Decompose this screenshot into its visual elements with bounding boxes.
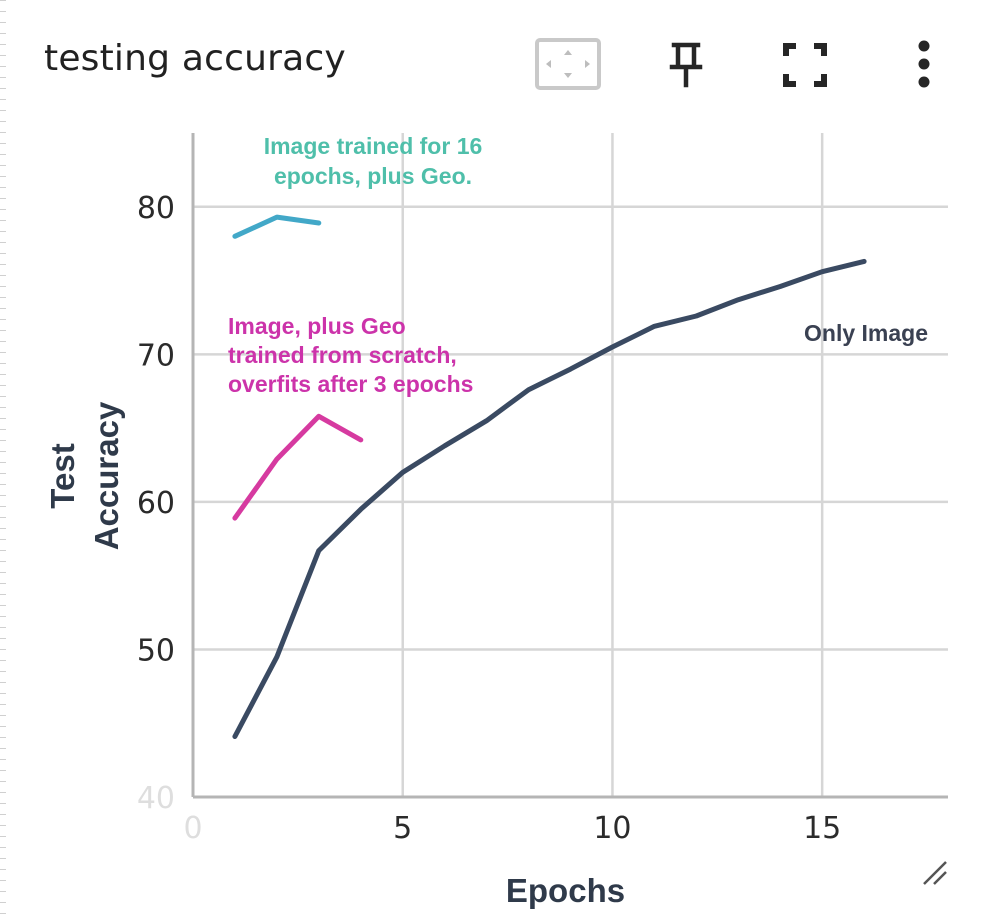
resize-handle[interactable] <box>920 858 950 888</box>
y-tick-label: 70 <box>137 338 175 373</box>
fullscreen-icon <box>783 43 827 87</box>
data-selection-button[interactable] <box>534 37 602 91</box>
annotation-text: Image trained for 16 <box>264 133 483 159</box>
series-line-2 <box>232 214 322 239</box>
page-edge-dots <box>0 0 6 924</box>
y-axis-label: Accuracy <box>88 401 125 550</box>
y-tick-label: 80 <box>137 191 175 226</box>
fullscreen-button[interactable] <box>780 40 830 90</box>
resize-icon <box>923 861 947 885</box>
annotation-text: Only Image <box>804 320 928 346</box>
y-axis-label: Test <box>44 443 81 508</box>
pin-button[interactable] <box>662 37 710 91</box>
series-line-0 <box>232 258 867 739</box>
x-tick-label: 5 <box>393 811 412 846</box>
x-tick-label: 0 <box>183 811 202 846</box>
y-tick-label: 60 <box>137 486 175 521</box>
x-tick-label: 15 <box>803 811 841 846</box>
more-vert-icon <box>918 40 930 88</box>
x-axis-label: Epochs <box>506 872 625 909</box>
annotation-text: Image, plus Geo <box>228 313 406 339</box>
x-tick-label: 10 <box>593 811 631 846</box>
y-tick-label: 40 <box>137 781 175 816</box>
annotation-text: epochs, plus Geo. <box>274 163 472 189</box>
card-title: testing accuracy <box>44 38 346 79</box>
series-line-1 <box>232 413 364 521</box>
pin-icon <box>669 42 703 88</box>
data-selection-icon <box>535 38 601 90</box>
annotation-text: overfits after 3 epochs <box>228 371 473 397</box>
y-tick-label: 50 <box>137 633 175 668</box>
annotation-text: trained from scratch, <box>228 342 457 368</box>
more-options-button[interactable] <box>902 37 946 91</box>
